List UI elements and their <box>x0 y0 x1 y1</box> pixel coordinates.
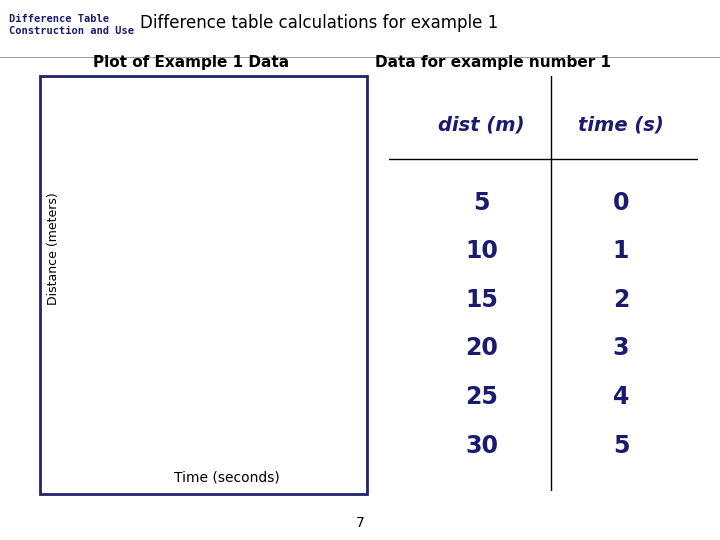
Text: 10: 10 <box>465 239 498 263</box>
Text: 0: 0 <box>613 191 629 214</box>
Text: 20: 20 <box>465 336 498 360</box>
Text: 25: 25 <box>465 385 498 409</box>
Text: Difference Table
Construction and Use: Difference Table Construction and Use <box>9 14 134 36</box>
Text: 30: 30 <box>465 434 498 457</box>
Text: time (s): time (s) <box>578 116 664 135</box>
Text: 5: 5 <box>613 434 629 457</box>
Text: 15: 15 <box>465 288 498 312</box>
Text: Distance (meters): Distance (meters) <box>48 192 60 305</box>
Text: 4: 4 <box>613 385 629 409</box>
Text: Plot of Example 1 Data: Plot of Example 1 Data <box>93 55 289 70</box>
Text: Difference table calculations for example 1: Difference table calculations for exampl… <box>140 14 499 31</box>
Text: 1: 1 <box>613 239 629 263</box>
Text: 3: 3 <box>613 336 629 360</box>
Text: 2: 2 <box>613 288 629 312</box>
Text: 5: 5 <box>474 191 490 214</box>
Text: Data for example number 1: Data for example number 1 <box>375 55 611 70</box>
Text: dist (m): dist (m) <box>438 116 525 135</box>
Text: 7: 7 <box>356 516 364 530</box>
Text: Time (seconds): Time (seconds) <box>174 471 279 485</box>
